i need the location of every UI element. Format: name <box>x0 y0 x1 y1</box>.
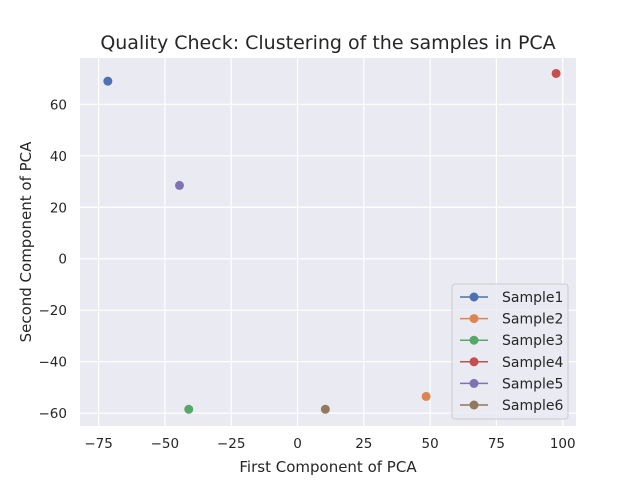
x-tick-labels: −75 −50 −25 0 25 50 75 100 <box>84 436 575 452</box>
legend-entry-sample1: Sample1 <box>460 290 563 306</box>
data-point-sample3 <box>184 404 194 414</box>
y-tick-label: −60 <box>39 406 68 422</box>
y-tick-label: −20 <box>39 303 68 319</box>
data-point-sample2 <box>421 391 431 401</box>
data-point-sample6 <box>320 404 330 414</box>
x-tick-label: 25 <box>355 436 372 452</box>
legend-entry-sample2: Sample2 <box>460 312 563 328</box>
chart-title: Quality Check: Clustering of the samples… <box>100 32 555 54</box>
x-tick-label: −75 <box>84 436 113 452</box>
y-tick-label: 60 <box>50 97 67 113</box>
legend-marker <box>469 335 479 345</box>
legend-label: Sample2 <box>502 312 563 328</box>
legend-marker <box>469 314 479 324</box>
data-point-sample4 <box>551 68 561 78</box>
y-tick-label: 0 <box>58 252 67 268</box>
legend: Sample1 Sample2 Sample3 Sample4 Sample5 Sampl… <box>451 283 569 420</box>
x-tick-label: −25 <box>217 436 246 452</box>
data-point-sample5 <box>174 180 184 190</box>
legend-entry-sample6: Sample6 <box>460 398 563 414</box>
x-tick-label: 75 <box>488 436 505 452</box>
x-tick-label: 0 <box>293 436 302 452</box>
y-tick-labels: −60 −40 −20 0 20 40 60 <box>39 97 68 422</box>
y-tick-label: 40 <box>50 149 67 165</box>
legend-entry-sample5: Sample5 <box>460 376 563 392</box>
legend-marker <box>469 378 479 388</box>
legend-label: Sample6 <box>502 398 563 414</box>
legend-box <box>451 283 569 420</box>
legend-entry-sample4: Sample4 <box>460 355 563 371</box>
legend-label: Sample1 <box>502 290 563 306</box>
legend-marker <box>469 400 479 410</box>
y-tick-label: −40 <box>39 355 68 371</box>
legend-marker <box>469 357 479 367</box>
x-tick-label: 50 <box>422 436 439 452</box>
legend-label: Sample5 <box>502 376 563 392</box>
x-tick-label: −50 <box>151 436 180 452</box>
legend-label: Sample3 <box>502 333 563 349</box>
legend-entries: Sample1 Sample2 Sample3 Sample4 Sample5 Sampl… <box>460 290 563 414</box>
data-points <box>103 68 561 414</box>
data-point-sample1 <box>103 76 113 86</box>
x-tick-label: 100 <box>550 436 576 452</box>
y-axis-label: Second Component of PCA <box>17 141 35 343</box>
legend-entry-sample3: Sample3 <box>460 333 563 349</box>
legend-marker <box>469 292 479 302</box>
x-axis-label: First Component of PCA <box>239 458 417 476</box>
y-tick-label: 20 <box>50 200 67 216</box>
legend-label: Sample4 <box>502 355 563 371</box>
